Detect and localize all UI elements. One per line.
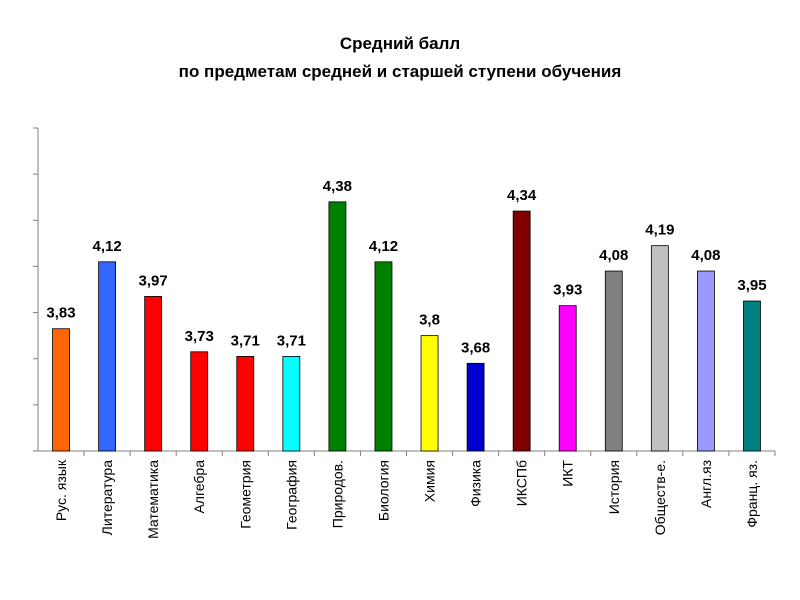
bar-3 [144,296,163,452]
category-label-6: География [283,460,299,530]
category-label-5: Геометрия [237,460,253,529]
category-label-11: ИКСПб [514,460,530,506]
chart-title-line-1: Средний балл [339,34,461,53]
category-label-1: Рус. язык [53,459,69,521]
category-label-3: Математика [145,460,161,539]
value-label-13: 4,08 [599,247,628,264]
value-label-4: 3,73 [185,328,214,345]
value-label-11: 4,34 [507,187,537,204]
bar-9 [420,335,439,452]
bar-8 [374,261,393,452]
value-label-15: 4,08 [691,247,720,264]
value-label-8: 4,12 [369,238,398,255]
value-label-1: 3,83 [46,305,75,322]
bar-6 [282,356,301,452]
bar-16 [743,300,761,452]
bar-14 [650,245,669,452]
bar-4 [190,351,209,452]
category-label-14: Обществ-е. [652,460,668,535]
bar-1 [52,328,70,452]
bar-13 [604,270,623,452]
category-label-15: Англ.яз [698,460,714,508]
bar-15 [697,270,715,452]
bar-7 [328,201,347,452]
category-label-2: Литература [99,460,115,536]
chart-title-line-2: по предметам средней и старшей ступени о… [178,62,622,81]
value-label-12: 3,93 [553,282,582,299]
category-label-10: Физика [468,460,484,507]
bar-10 [466,362,485,452]
value-label-6: 3,71 [277,332,306,349]
category-label-8: Биология [375,460,391,521]
bar-12 [558,305,577,452]
category-label-13: История [606,460,622,514]
bar-2 [98,261,116,452]
bar-5 [236,356,255,452]
value-label-14: 4,19 [645,222,674,239]
category-label-4: Алгебра [191,460,207,514]
category-label-7: Природов. [329,460,345,528]
category-label-12: ИКТ [560,460,576,487]
value-label-3: 3,97 [139,272,168,289]
value-label-16: 3,95 [737,277,766,294]
bar-11 [512,210,531,452]
category-label-16: Франц. яз. [744,460,760,528]
value-label-5: 3,71 [231,332,260,349]
category-label-9: Химия [422,460,438,502]
value-label-7: 4,38 [323,178,352,195]
value-label-10: 3,68 [461,339,490,356]
value-label-2: 4,12 [92,238,121,255]
value-label-9: 3,8 [419,312,440,329]
